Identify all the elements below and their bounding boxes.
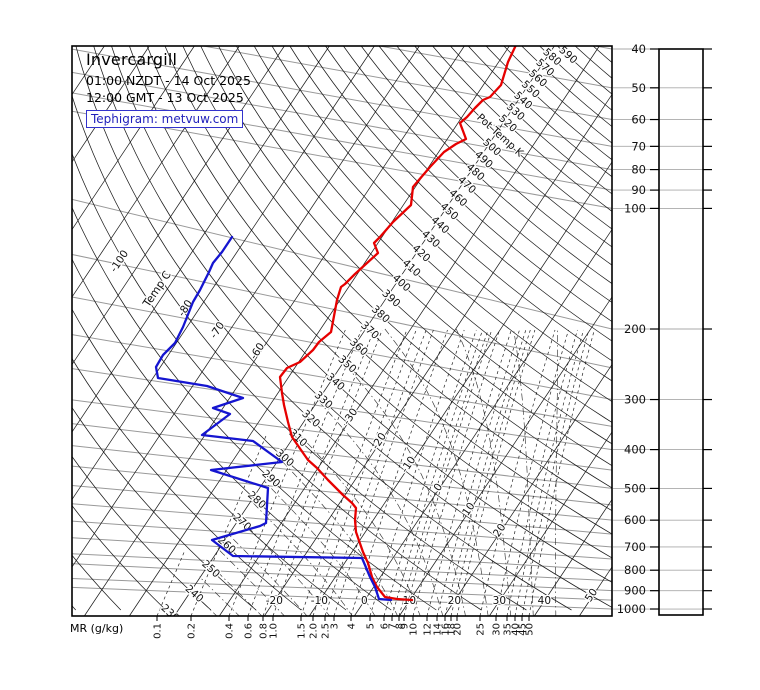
svg-text:7: 7	[388, 623, 399, 629]
svg-text:0.1: 0.1	[153, 623, 164, 639]
svg-text:40: 40	[511, 623, 522, 636]
isotherm-lines	[72, 46, 612, 616]
svg-text:16: 16	[441, 623, 452, 636]
mixing-ratio-axis-label: MR (g/kg)	[70, 622, 124, 635]
dewpoint-trace	[154, 235, 393, 602]
svg-text:0.8: 0.8	[259, 623, 270, 639]
svg-text:2.0: 2.0	[309, 623, 320, 639]
svg-text:-20: -20	[266, 595, 283, 607]
svg-text:600: 600	[624, 513, 646, 527]
svg-text:100: 100	[624, 201, 646, 215]
svg-text:40: 40	[631, 42, 646, 56]
svg-text:25: 25	[476, 623, 487, 636]
svg-text:9: 9	[400, 623, 411, 629]
svg-text:10: 10	[403, 595, 416, 607]
svg-text:45: 45	[518, 623, 529, 636]
svg-text:30: 30	[492, 623, 503, 636]
svg-text:1.5: 1.5	[297, 623, 308, 639]
temperature-trace	[278, 46, 517, 602]
svg-text:2.5: 2.5	[321, 623, 332, 639]
svg-text:8: 8	[395, 623, 406, 629]
local-time-label: 01:00 NZDT - 14 Oct 2025	[86, 73, 251, 88]
svg-text:900: 900	[624, 584, 646, 598]
svg-text:35: 35	[503, 623, 514, 636]
pressure-scale: 40 50 60 70 80 90 100 200 300 400 500 600 700 800 900 1…	[613, 42, 712, 616]
svg-text:300: 300	[624, 393, 646, 407]
svg-text:5: 5	[366, 623, 377, 629]
svg-text:0: 0	[361, 595, 368, 607]
svg-text:0.6: 0.6	[244, 623, 255, 639]
svg-text:10: 10	[409, 623, 420, 636]
utc-time-label: 12:00 GMT - 13 Oct 2025	[86, 90, 244, 105]
svg-text:4: 4	[347, 623, 358, 629]
svg-text:40: 40	[538, 595, 551, 607]
dry-adiabat-lines	[72, 46, 612, 611]
svg-text:14: 14	[433, 623, 444, 636]
svg-text:1.0: 1.0	[269, 623, 280, 639]
svg-text:-10: -10	[311, 595, 328, 607]
svg-text:60: 60	[631, 113, 646, 127]
plot-border	[71, 45, 613, 617]
svg-text:1000: 1000	[617, 602, 646, 616]
svg-text:0.4: 0.4	[225, 623, 236, 639]
svg-text:50: 50	[525, 623, 536, 636]
station-title: Invercargill	[86, 50, 178, 69]
svg-text:400: 400	[624, 443, 646, 457]
svg-text:-100: -100	[108, 248, 131, 274]
sounding-traces	[154, 46, 517, 602]
svg-text:30: 30	[493, 595, 506, 607]
svg-text:80: 80	[631, 163, 646, 177]
svg-text:20: 20	[448, 595, 461, 607]
svg-text:200: 200	[624, 322, 646, 336]
svg-text:800: 800	[624, 563, 646, 577]
svg-text:50: 50	[631, 81, 646, 95]
svg-text:6: 6	[380, 623, 391, 629]
svg-text:18: 18	[447, 623, 458, 636]
svg-text:12: 12	[423, 623, 434, 636]
svg-text:700: 700	[624, 540, 646, 554]
svg-text:20: 20	[453, 623, 464, 636]
svg-text:3: 3	[330, 623, 341, 629]
svg-text:500: 500	[624, 481, 646, 495]
svg-text:230: 230	[158, 602, 181, 624]
metvuw-link[interactable]: Tephigram: metvuw.com	[86, 110, 244, 128]
svg-text:70: 70	[631, 139, 646, 153]
svg-text:0.2: 0.2	[187, 623, 198, 639]
svg-text:90: 90	[631, 183, 646, 197]
